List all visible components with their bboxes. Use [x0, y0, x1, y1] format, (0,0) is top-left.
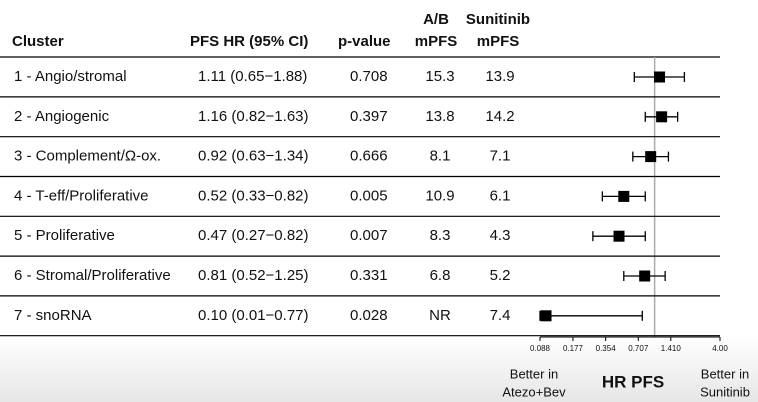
hr-point — [645, 151, 657, 163]
ab-mpfs: 8.3 — [430, 227, 451, 244]
x-tick-label: 0.088 — [530, 344, 551, 353]
sun-mpfs: 7.1 — [490, 148, 511, 165]
hr-ci: 0.92 (0.63−1.34) — [198, 148, 309, 165]
cluster-label: 4 - T-eff/Proliferative — [14, 187, 149, 204]
sun-mpfs: 5.2 — [490, 267, 511, 284]
ab-mpfs: 6.8 — [430, 267, 451, 284]
hr-ci: 0.81 (0.52−1.25) — [198, 267, 309, 284]
p-value: 0.397 — [350, 108, 388, 125]
p-value: 0.028 — [350, 307, 388, 324]
header: PFS HR (95% CI) — [190, 33, 308, 50]
hr-point — [656, 111, 668, 123]
x-tick-label: 0.177 — [563, 344, 584, 353]
header: mPFS — [477, 33, 520, 50]
sun-mpfs: 14.2 — [485, 108, 514, 125]
header: A/B — [423, 11, 449, 28]
p-value: 0.005 — [350, 187, 388, 204]
x-tick-label: 0.707 — [628, 344, 649, 353]
header: Sunitinib — [466, 11, 530, 28]
hr-ci: 0.10 (0.01−0.77) — [198, 307, 309, 324]
p-value: 0.331 — [350, 267, 388, 284]
sun-mpfs: 7.4 — [490, 307, 511, 324]
ab-mpfs: 15.3 — [425, 68, 454, 85]
sun-mpfs: 13.9 — [485, 68, 514, 85]
ab-mpfs: 13.8 — [425, 108, 454, 125]
hr-point — [618, 190, 630, 202]
x-tick-label: 0.354 — [596, 344, 617, 353]
hr-ci: 1.16 (0.82−1.63) — [198, 108, 309, 125]
cluster-label: 7 - snoRNA — [14, 307, 92, 324]
hr-ci: 0.47 (0.27−0.82) — [198, 227, 309, 244]
p-value: 0.708 — [350, 68, 388, 85]
left-note: Atezo+Bev — [502, 384, 566, 399]
header: p-value — [338, 33, 391, 50]
cluster-label: 2 - Angiogenic — [14, 108, 110, 125]
cluster-label: 1 - Angio/stromal — [14, 68, 127, 85]
hr-point — [654, 71, 666, 83]
x-tick-label: 4.00 — [712, 344, 728, 353]
hr-point — [613, 230, 625, 242]
x-tick-label: 1.410 — [661, 344, 682, 353]
p-value: 0.007 — [350, 227, 388, 244]
header: mPFS — [415, 33, 458, 50]
hr-point — [540, 310, 552, 322]
ab-mpfs: 8.1 — [430, 148, 451, 165]
left-note: Better in — [510, 366, 558, 381]
cluster-label: 3 - Complement/Ω-ox. — [14, 148, 161, 165]
hr-ci: 1.11 (0.65−1.88) — [198, 68, 307, 85]
hr-ci: 0.52 (0.33−0.82) — [198, 187, 309, 204]
header: Cluster — [12, 33, 64, 50]
x-axis-label: HR PFS — [602, 372, 664, 391]
footer-background — [0, 335, 758, 402]
sun-mpfs: 4.3 — [490, 227, 511, 244]
cluster-label: 6 - Stromal/Proliferative — [14, 267, 171, 284]
right-note: Sunitinib — [700, 384, 750, 399]
ab-mpfs: 10.9 — [425, 187, 454, 204]
p-value: 0.666 — [350, 148, 388, 165]
right-note: Better in — [701, 366, 749, 381]
hr-point — [639, 270, 651, 282]
ab-mpfs: NR — [429, 307, 451, 324]
cluster-label: 5 - Proliferative — [14, 227, 115, 244]
sun-mpfs: 6.1 — [490, 187, 511, 204]
